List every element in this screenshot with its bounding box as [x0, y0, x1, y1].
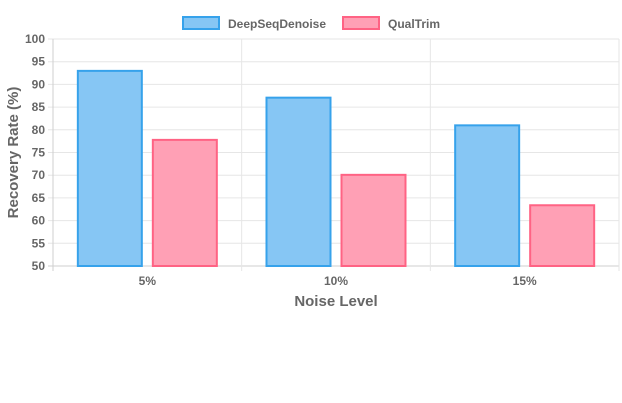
legend[interactable]: DeepSeqDenoise QualTrim: [182, 16, 440, 31]
legend-item-deepseqdenoise[interactable]: DeepSeqDenoise: [182, 16, 326, 31]
x-axis-ticks: 5% 10% 15%: [139, 274, 537, 288]
bar-qualtrim-5pct[interactable]: [151, 138, 218, 268]
legend-label: DeepSeqDenoise: [228, 17, 326, 31]
grid-lines: [48, 38, 620, 271]
y-tick-label: 95: [32, 55, 46, 69]
y-tick-label: 55: [32, 236, 46, 250]
y-tick-label: 100: [25, 32, 45, 46]
y-tick-label: 65: [32, 191, 46, 205]
y-tick-label: 85: [32, 100, 46, 114]
legend-swatch: [182, 16, 220, 30]
y-tick-label: 80: [32, 123, 46, 137]
y-axis-title: Recovery Rate (%): [5, 87, 22, 219]
bar-deepseqdenoise-10pct[interactable]: [265, 96, 332, 267]
bar-deepseqdenoise-5pct[interactable]: [76, 69, 143, 268]
y-tick-label: 75: [32, 146, 46, 160]
y-tick-label: 90: [32, 77, 46, 91]
y-tick-label: 60: [32, 214, 46, 228]
legend-swatch: [342, 16, 380, 30]
bar-deepseqdenoise-15pct[interactable]: [454, 124, 521, 267]
y-tick-label: 70: [32, 168, 46, 182]
y-axis-ticks: 50 55 60 65 70 75 80 85 90 95 100: [25, 32, 45, 273]
x-tick-label: 15%: [513, 274, 537, 288]
y-tick-label: 50: [32, 259, 46, 273]
legend-label: QualTrim: [388, 17, 440, 31]
x-tick-label: 5%: [139, 274, 157, 288]
bar-qualtrim-15pct[interactable]: [529, 204, 596, 267]
bars: [76, 69, 596, 268]
legend-item-qualtrim[interactable]: QualTrim: [342, 16, 440, 31]
x-tick-label: 10%: [324, 274, 348, 288]
x-axis-title: Noise Level: [294, 293, 377, 310]
bar-qualtrim-10pct[interactable]: [340, 173, 407, 267]
